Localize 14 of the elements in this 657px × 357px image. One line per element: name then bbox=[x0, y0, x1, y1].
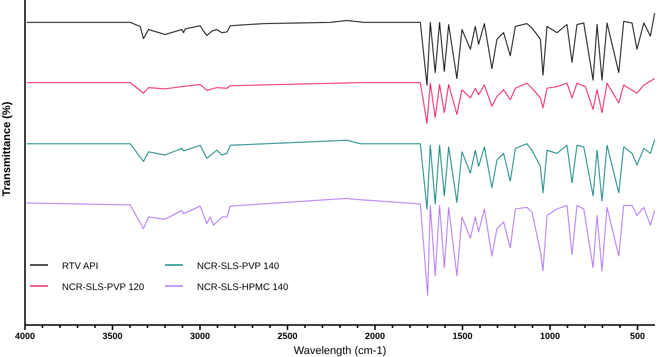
x-tick-label: 3500 bbox=[102, 331, 123, 341]
x-tick-label: 1000 bbox=[540, 331, 560, 341]
legend-label: NCR-SLS-HPMC 140 bbox=[197, 282, 288, 293]
x-tick-label: 3000 bbox=[190, 331, 210, 341]
x-tick-label: 2500 bbox=[277, 331, 298, 341]
legend-label: NCR-SLS-PVP 120 bbox=[62, 282, 144, 293]
legend-label: RTV API bbox=[62, 261, 98, 272]
y-axis-title: Transmittance (%) bbox=[1, 101, 13, 196]
legend-label: NCR-SLS-PVP 140 bbox=[197, 261, 280, 272]
x-axis-title: Wavelength (cm-1) bbox=[294, 345, 386, 357]
x-tick-label: 2000 bbox=[364, 331, 386, 341]
x-tick-label: 1500 bbox=[452, 331, 473, 341]
x-tick-label: 500 bbox=[630, 331, 646, 341]
x-tick-label: 4000 bbox=[14, 331, 36, 341]
